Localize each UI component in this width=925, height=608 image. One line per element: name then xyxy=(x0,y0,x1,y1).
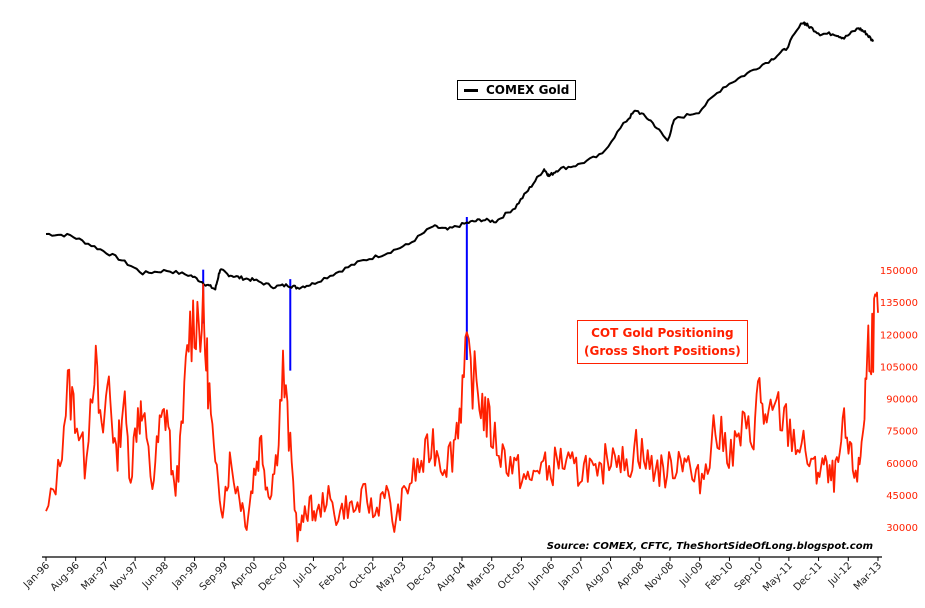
x-tick-label: Dec-03 xyxy=(405,560,438,593)
y-tick-labels: 150000 135000 120000 105000 90000 75000 60000 4… xyxy=(880,266,918,534)
y-tick-label: 120000 xyxy=(880,330,918,341)
x-tick-label: Jan-96 xyxy=(21,560,52,591)
x-tick-label: Mar-05 xyxy=(466,560,498,592)
x-tick-label: Nov-08 xyxy=(643,560,676,593)
y-tick-label: 90000 xyxy=(886,395,918,406)
x-tick-label: Aug-07 xyxy=(584,560,617,593)
series-cot-line xyxy=(45,283,879,543)
source-note: Source: COMEX, CFTC, TheShortSideOfLong.… xyxy=(546,541,873,552)
legend-label-gold: COMEX Gold xyxy=(486,83,570,97)
x-tick-label: Mar-97 xyxy=(79,560,111,592)
x-tick-label: Sep-10 xyxy=(733,560,766,593)
x-tick-label: Feb-02 xyxy=(317,560,349,592)
y-tick-label: 30000 xyxy=(886,523,918,534)
y-tick-label: 75000 xyxy=(886,427,918,438)
x-tick-label: Apr-00 xyxy=(229,560,260,591)
x-tick-label: May-11 xyxy=(761,560,795,594)
y-tick-label: 60000 xyxy=(886,459,918,470)
y-tick-label: 135000 xyxy=(880,298,918,309)
legend: COMEX Gold xyxy=(457,80,577,100)
y-tick-label: 105000 xyxy=(880,362,918,373)
x-tick-label: Sep-99 xyxy=(198,560,231,593)
y-tick-label: 150000 xyxy=(880,266,918,277)
cot-annotation-line1: COT Gold Positioning xyxy=(591,326,734,340)
x-tick-label: Oct-05 xyxy=(496,560,528,592)
marker-lines xyxy=(202,217,468,371)
x-tick-label: Apr-08 xyxy=(615,560,646,591)
x-tick-label: Jun-06 xyxy=(526,560,557,591)
x-tick-label: Mar-13 xyxy=(852,560,884,592)
x-tick-label: May-03 xyxy=(375,560,409,594)
y-tick-label: 45000 xyxy=(886,491,918,502)
x-tick-label: Jan-99 xyxy=(170,560,201,591)
x-tick-label: Jan-07 xyxy=(556,560,587,591)
x-tick-label: Feb-10 xyxy=(704,560,736,592)
series-group xyxy=(45,21,879,543)
x-tick-label: Dec-00 xyxy=(257,560,290,593)
x-tick-label: Jul-12 xyxy=(826,560,855,589)
legend-swatch-gold xyxy=(464,88,478,92)
x-tick-label: Jul-09 xyxy=(677,560,706,589)
x-tick-label: Jun-98 xyxy=(140,560,171,591)
series-gold-line xyxy=(45,21,875,291)
cot-annotation-line2: (Gross Short Positions) xyxy=(584,344,741,358)
x-tick-label: Dec-11 xyxy=(792,560,825,593)
cot-annotation: COT Gold Positioning (Gross Short Positi… xyxy=(577,320,748,364)
x-tick-label: Nov-97 xyxy=(108,560,141,593)
x-tick-label: Aug-96 xyxy=(49,560,82,593)
x-tick-label: Jul-01 xyxy=(291,560,320,589)
x-tick-label: Aug-04 xyxy=(435,560,468,593)
